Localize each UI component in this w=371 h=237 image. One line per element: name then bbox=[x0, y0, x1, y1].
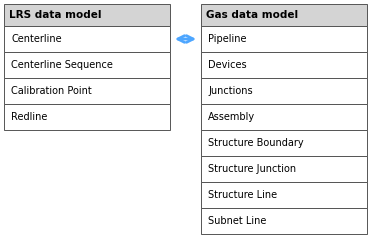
Bar bbox=[4, 26, 170, 52]
Text: Centerline: Centerline bbox=[11, 34, 62, 44]
Bar bbox=[201, 130, 367, 156]
Bar bbox=[201, 26, 367, 52]
Bar bbox=[201, 182, 367, 208]
Bar bbox=[201, 208, 367, 234]
Bar bbox=[201, 4, 367, 26]
Bar bbox=[4, 104, 170, 130]
Text: Calibration Point: Calibration Point bbox=[11, 86, 92, 96]
Bar bbox=[4, 78, 170, 104]
Text: Devices: Devices bbox=[208, 60, 247, 70]
Text: Junctions: Junctions bbox=[208, 86, 253, 96]
Text: LRS data model: LRS data model bbox=[9, 10, 102, 20]
Text: Structure Line: Structure Line bbox=[208, 190, 277, 200]
Text: Centerline Sequence: Centerline Sequence bbox=[11, 60, 113, 70]
Bar bbox=[201, 156, 367, 182]
Bar bbox=[201, 78, 367, 104]
Bar bbox=[201, 104, 367, 130]
Text: Subnet Line: Subnet Line bbox=[208, 216, 266, 226]
Text: Assembly: Assembly bbox=[208, 112, 255, 122]
Text: Gas data model: Gas data model bbox=[206, 10, 298, 20]
Bar bbox=[201, 52, 367, 78]
Text: Redline: Redline bbox=[11, 112, 47, 122]
Text: Structure Junction: Structure Junction bbox=[208, 164, 296, 174]
Text: Pipeline: Pipeline bbox=[208, 34, 246, 44]
Bar bbox=[4, 52, 170, 78]
Text: Structure Boundary: Structure Boundary bbox=[208, 138, 303, 148]
Bar bbox=[4, 4, 170, 26]
